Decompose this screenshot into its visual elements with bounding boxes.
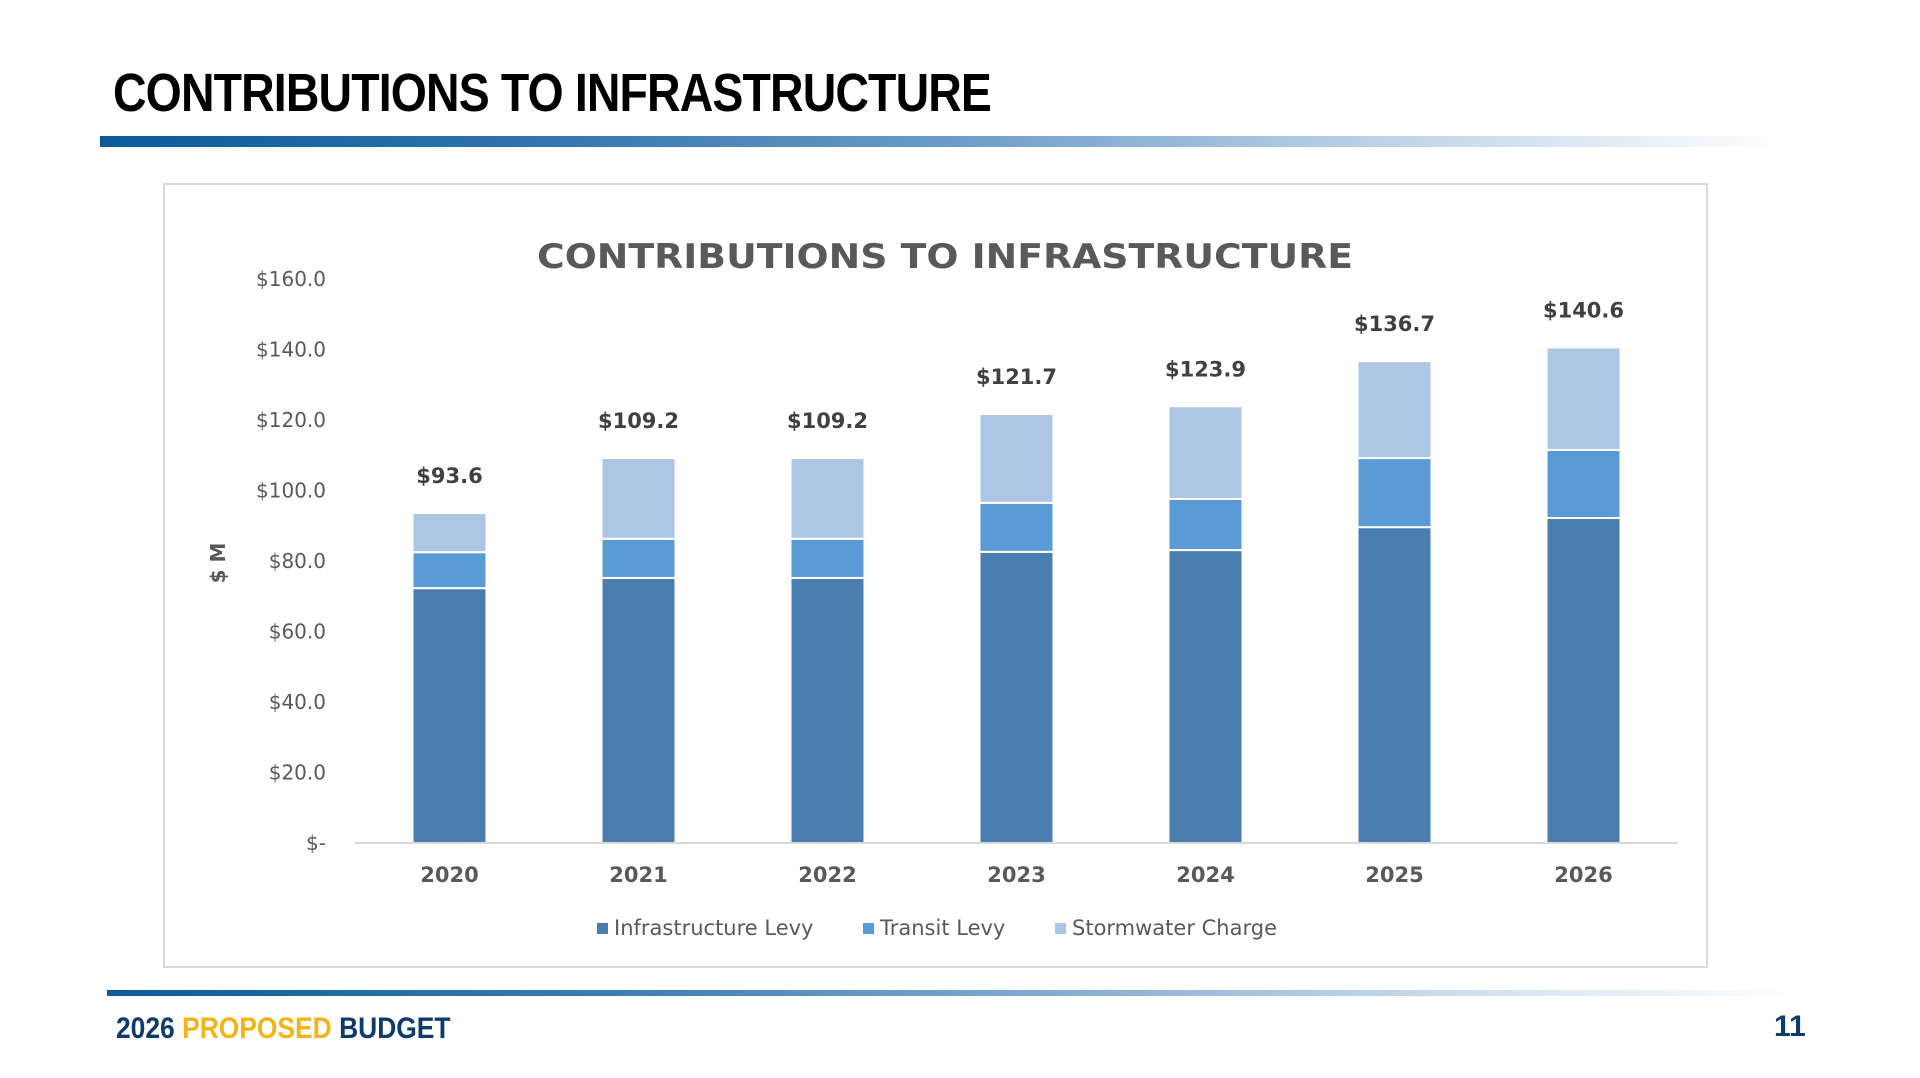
y-tick-label: $40.0 <box>269 690 326 714</box>
bar-segment-infrastructure-levy <box>789 576 866 844</box>
footer-label: 2026 PROPOSED BUDGET <box>116 1012 451 1046</box>
legend-label: Transit Levy <box>879 916 1005 940</box>
bar-segment-stormwater-charge <box>1167 405 1244 500</box>
y-tick-label: $100.0 <box>256 479 326 503</box>
x-tick-label: 2020 <box>420 863 478 887</box>
total-data-label: $123.9 <box>1165 357 1246 381</box>
bar-segment-stormwater-charge <box>978 413 1055 504</box>
page-number: 11 <box>1774 1010 1806 1043</box>
legend-label: Stormwater Charge <box>1072 916 1277 940</box>
footer-divider <box>107 990 1797 996</box>
bar-segment-transit-levy <box>1167 497 1244 552</box>
footer-proposed: PROPOSED <box>182 1012 332 1045</box>
legend: Infrastructure Levy Transit Levy Stormwate… <box>597 916 1277 940</box>
y-tick-label: $160.0 <box>256 267 326 291</box>
bar-segment-infrastructure-levy <box>978 550 1055 845</box>
x-axis-ticks: 2020 2021 2022 2023 2024 2025 2026 <box>420 863 1612 887</box>
bars <box>411 346 1622 845</box>
legend-label: Infrastructure Levy <box>614 916 813 940</box>
bar-segment-stormwater-charge <box>1545 346 1622 451</box>
y-tick-label: $120.0 <box>256 408 326 432</box>
bar-segment-transit-levy <box>1356 457 1433 529</box>
bar-segment-stormwater-charge <box>1356 360 1433 460</box>
bar-segment-transit-levy <box>1545 448 1622 519</box>
total-data-label: $109.2 <box>787 409 868 433</box>
x-tick-label: 2025 <box>1365 863 1423 887</box>
bar-segment-stormwater-charge <box>600 457 677 540</box>
y-tick-label: $- <box>306 831 326 855</box>
bar-segment-infrastructure-levy <box>600 576 677 844</box>
bar-segment-stormwater-charge <box>411 512 488 554</box>
y-axis-ticks: $- $20.0 $40.0 $60.0 $80.0 $100.0 $120.0 $140.0… <box>256 267 326 855</box>
y-tick-label: $60.0 <box>269 620 326 644</box>
bar-segment-infrastructure-levy <box>411 587 488 845</box>
total-data-label: $93.6 <box>416 464 482 488</box>
footer-budget: BUDGET <box>339 1012 451 1045</box>
bar-segment-infrastructure-levy <box>1545 516 1622 844</box>
bar-segment-transit-levy <box>600 537 677 579</box>
bar-segment-stormwater-charge <box>789 457 866 540</box>
total-data-label: $109.2 <box>598 409 679 433</box>
bar-segment-transit-levy <box>411 551 488 590</box>
slide-title: CONTRIBUTIONS TO INFRASTRUCTURE <box>113 63 992 123</box>
y-axis-label: $ M <box>206 543 230 584</box>
bar-segment-infrastructure-levy <box>1167 549 1244 844</box>
bar-segment-transit-levy <box>789 537 866 579</box>
x-tick-label: 2026 <box>1554 863 1612 887</box>
y-tick-label: $140.0 <box>256 338 326 362</box>
header-divider <box>100 136 1780 147</box>
y-tick-label: $20.0 <box>269 761 326 785</box>
x-tick-label: 2021 <box>609 863 667 887</box>
bar-segment-transit-levy <box>978 501 1055 553</box>
y-tick-label: $80.0 <box>269 549 326 573</box>
x-tick-label: 2022 <box>798 863 856 887</box>
total-labels: $93.6 $109.2 $109.2 $121.7 $123.9 $136.7 $140.… <box>416 298 1624 488</box>
x-tick-label: 2023 <box>987 863 1045 887</box>
legend-marker <box>863 923 874 934</box>
total-data-label: $121.7 <box>976 365 1057 389</box>
legend-marker <box>597 923 608 934</box>
total-data-label: $140.6 <box>1543 298 1624 322</box>
chart-title: CONTRIBUTIONS TO INFRASTRUCTURE <box>537 237 1353 277</box>
total-data-label: $136.7 <box>1354 312 1435 336</box>
footer-year: 2026 <box>116 1012 175 1045</box>
legend-marker <box>1055 923 1066 934</box>
x-tick-label: 2024 <box>1176 863 1234 887</box>
bar-segment-infrastructure-levy <box>1356 526 1433 844</box>
